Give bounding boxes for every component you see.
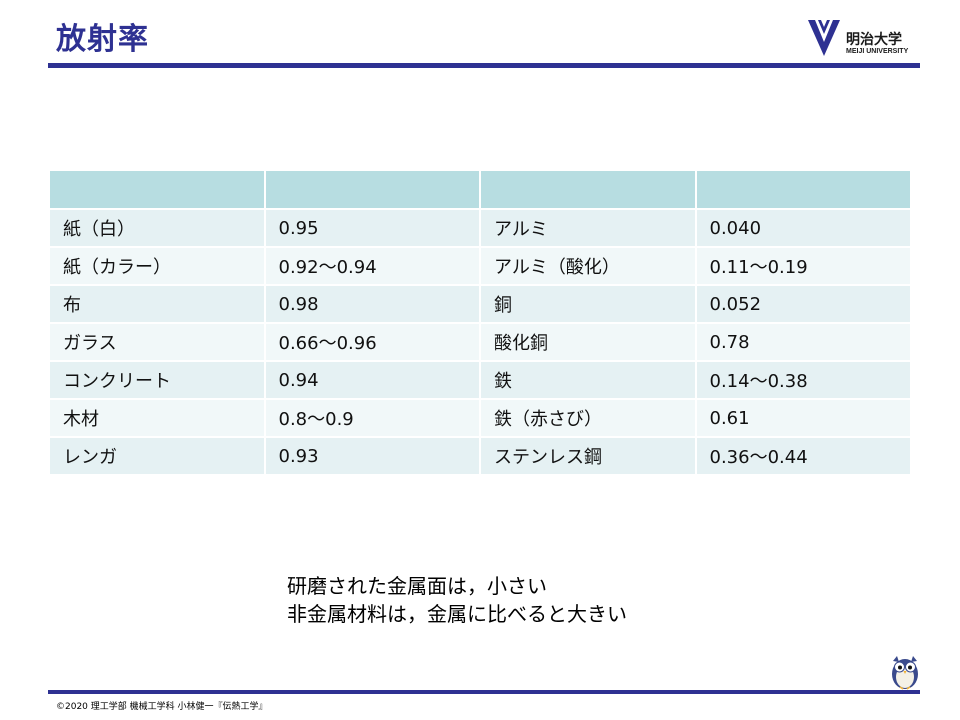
table-header-cell — [48, 169, 266, 210]
material-cell: 鉄（赤さび） — [479, 398, 697, 438]
title-underline — [48, 63, 920, 68]
material-cell: 鉄 — [479, 360, 697, 400]
material-cell: レンガ — [48, 436, 266, 476]
table-header-row — [48, 169, 912, 210]
logo-name-en: MEIJI UNIVERSITY — [846, 48, 909, 55]
emissivity-cell: 0.8～0.9 — [263, 398, 481, 438]
summary-notes: 研磨された金属面は，小さい 非金属材料は，金属に比べると大きい — [287, 572, 627, 628]
page-title: 放射率 — [56, 22, 149, 57]
emissivity-cell: 0.78 — [694, 322, 912, 362]
table-row: ガラス 0.66～0.96 酸化銅 0.78 — [48, 322, 912, 362]
emissivity-cell: 0.36～0.44 — [694, 436, 912, 476]
emissivity-cell: 0.98 — [263, 284, 481, 324]
material-cell: 布 — [48, 284, 266, 324]
table-row: 布 0.98 銅 0.052 — [48, 284, 912, 324]
logo-name-jp: 明治大学 — [846, 32, 902, 48]
material-cell: 紙（白） — [48, 208, 266, 248]
table-header-cell — [479, 169, 697, 210]
material-cell: 銅 — [479, 284, 697, 324]
emissivity-cell: 0.052 — [694, 284, 912, 324]
table-row: 紙（カラー） 0.92～0.94 アルミ（酸化） 0.11～0.19 — [48, 246, 912, 286]
table-header-cell — [263, 169, 481, 210]
emissivity-cell: 0.94 — [263, 360, 481, 400]
owl-mascot-icon — [892, 656, 918, 690]
emissivity-cell: 0.14～0.38 — [694, 360, 912, 400]
emissivity-cell: 0.66～0.96 — [263, 322, 481, 362]
footer-rule — [48, 690, 920, 694]
material-cell: ガラス — [48, 322, 266, 362]
table-header-cell — [694, 169, 912, 210]
emissivity-cell: 0.93 — [263, 436, 481, 476]
material-cell: ステンレス鋼 — [479, 436, 697, 476]
emissivity-cell: 0.95 — [263, 208, 481, 248]
emissivity-cell: 0.11～0.19 — [694, 246, 912, 286]
material-cell: 紙（カラー） — [48, 246, 266, 286]
emissivity-cell: 0.040 — [694, 208, 912, 248]
note-line-nonmetal: 非金属材料は，金属に比べると大きい — [287, 602, 627, 626]
material-cell: アルミ — [479, 208, 697, 248]
material-cell: 木材 — [48, 398, 266, 438]
material-cell: アルミ（酸化） — [479, 246, 697, 286]
table-row: レンガ 0.93 ステンレス鋼 0.36～0.44 — [48, 436, 912, 476]
emissivity-cell: 0.61 — [694, 398, 912, 438]
meiji-emblem-icon — [808, 20, 840, 56]
footer-copyright: ©2020 理工学部 機械工学科 小林健一『伝熱工学』 — [56, 702, 268, 712]
table-row: 木材 0.8～0.9 鉄（赤さび） 0.61 — [48, 398, 912, 438]
emissivity-table: 紙（白） 0.95 アルミ 0.040 紙（カラー） 0.92～0.94 アルミ… — [48, 169, 912, 476]
material-cell: 酸化銅 — [479, 322, 697, 362]
university-logo: 明治大学 MEIJI UNIVERSITY — [806, 18, 920, 60]
table-row: コンクリート 0.94 鉄 0.14～0.38 — [48, 360, 912, 400]
table-row: 紙（白） 0.95 アルミ 0.040 — [48, 208, 912, 248]
emissivity-cell: 0.92～0.94 — [263, 246, 481, 286]
material-cell: コンクリート — [48, 360, 266, 400]
note-line-metal: 研磨された金属面は，小さい — [287, 574, 547, 598]
